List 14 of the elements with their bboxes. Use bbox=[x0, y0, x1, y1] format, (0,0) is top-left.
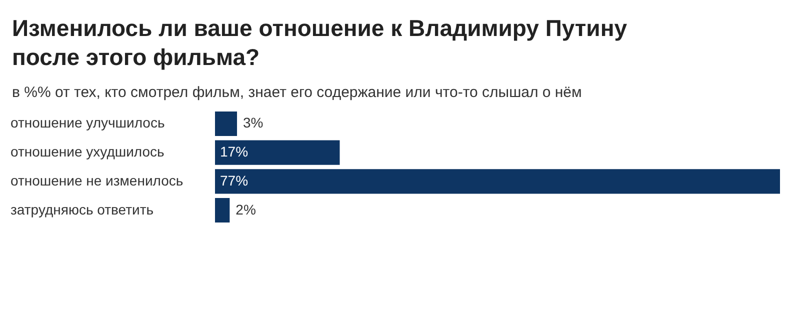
data-label: 17% bbox=[220, 144, 248, 160]
y-tick-label: отношение улучшилось bbox=[10, 114, 165, 131]
data-label: 77% bbox=[220, 172, 248, 188]
y-tick-label: затрудняюсь ответить bbox=[10, 201, 154, 218]
y-tick-label: отношение ухудшилось bbox=[10, 144, 164, 160]
data-label: 2% bbox=[236, 201, 256, 218]
data-label: 3% bbox=[243, 114, 264, 131]
chart-subtitle: в %% от тех, кто смотрел фильм, знает его содержание или что-то слышал о нём bbox=[12, 84, 583, 101]
bar bbox=[215, 198, 230, 223]
y-tick-label: отношение не изменилось bbox=[10, 172, 184, 188]
bar bbox=[215, 169, 780, 194]
bar bbox=[215, 140, 340, 165]
chart-title: Изменилось ли ваше отношение к Владимиру Путину после этого фильма? bbox=[12, 14, 628, 72]
bar bbox=[215, 111, 238, 136]
